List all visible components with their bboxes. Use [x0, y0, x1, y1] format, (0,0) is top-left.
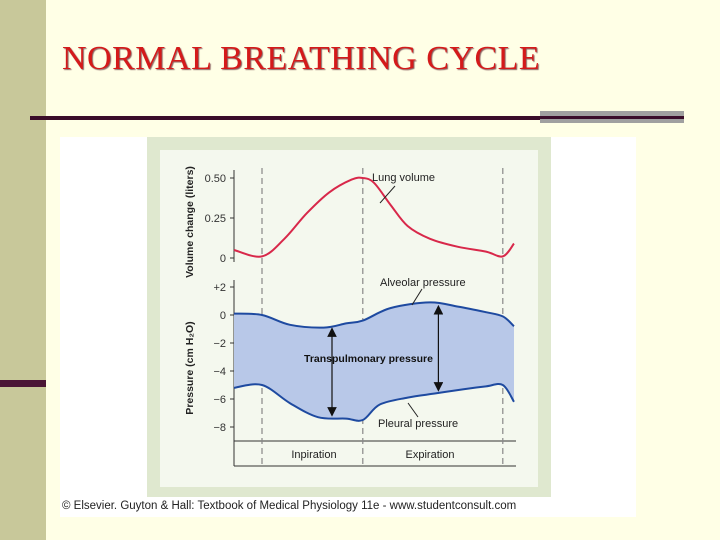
lung-volume-label: Lung volume	[372, 172, 435, 184]
volume-tick-label-1: 0.25	[205, 213, 226, 225]
alveolar-pressure-line	[233, 301, 515, 329]
pleural-pressure-pointer	[407, 402, 419, 418]
left-sidebar-accent	[0, 380, 46, 387]
lung-volume-pointer	[379, 185, 396, 204]
pressure-tick-label-5: −8	[213, 422, 226, 434]
lung-volume-line	[233, 176, 515, 258]
figure-credit: © Elsevier. Guyton & Hall: Textbook of M…	[62, 500, 517, 512]
pressure-tick-label-2: −2	[213, 338, 226, 350]
left-sidebar-bar	[0, 0, 46, 540]
pressure-tick-label-3: −4	[213, 366, 226, 378]
slide-title: NORMAL BREATHING CYCLE	[62, 40, 541, 77]
pleural-pressure-line	[233, 383, 515, 422]
alveolar-pressure-pointer	[411, 288, 423, 306]
volume-tick-label-0: 0	[220, 253, 226, 265]
transpulmonary-pressure-label: Transpulmonary pressure	[304, 353, 433, 365]
title-divider-end	[540, 116, 684, 119]
alveolar-pressure-label: Alveolar pressure	[380, 277, 466, 289]
pressure-axis-label: Pressure (cm H₂O)	[184, 321, 196, 414]
pressure-tick-label-1: 0	[220, 310, 226, 322]
volume-tick-label-2: 0.50	[205, 173, 226, 185]
inspiration-label: Inpiration	[291, 449, 336, 461]
expiration-label: Expiration	[406, 449, 455, 461]
volume-axis-label: Volume change (liters)	[184, 166, 196, 278]
pressure-tick-label-0: +2	[213, 282, 226, 294]
title-divider	[30, 116, 540, 120]
pressure-tick-label-4: −6	[213, 394, 226, 406]
pleural-pressure-label: Pleural pressure	[378, 418, 458, 430]
